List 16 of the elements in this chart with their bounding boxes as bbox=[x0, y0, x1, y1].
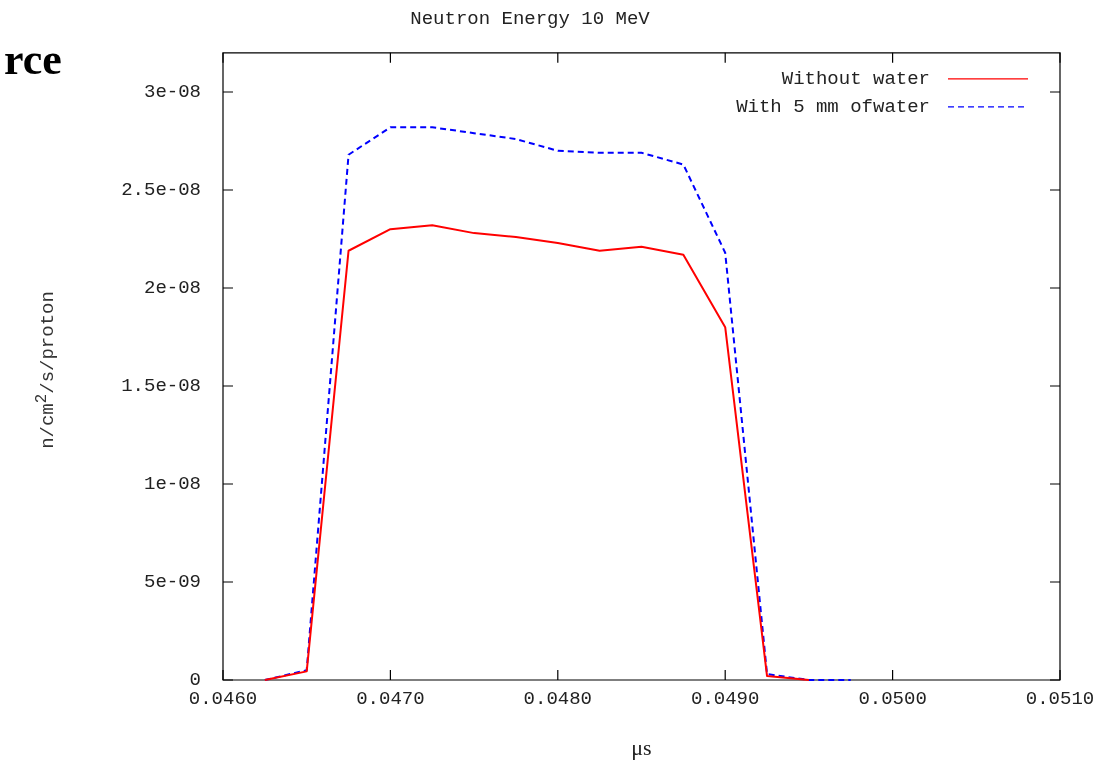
y-tick-label: 2.5e-08 bbox=[121, 179, 201, 202]
y-tick-label: 1e-08 bbox=[143, 473, 201, 496]
y-tick-label: 1.5e-08 bbox=[121, 375, 201, 398]
x-tick-label: 0.0510 bbox=[1025, 688, 1095, 711]
x-tick-label: 0.0480 bbox=[523, 688, 593, 711]
legend-label: Without water bbox=[781, 67, 930, 90]
y-tick-label: 2e-08 bbox=[143, 277, 201, 300]
x-tick-label: 0.0490 bbox=[690, 688, 760, 711]
chart-title: Neutron Energy 10 MeV bbox=[410, 8, 651, 31]
x-tick-label: 0.0500 bbox=[858, 688, 927, 711]
y-tick-label: 3e-08 bbox=[143, 81, 201, 104]
text: rce bbox=[4, 34, 62, 85]
legend-label: With 5 mm ofwater bbox=[736, 95, 930, 118]
x-tick-label: 0.0470 bbox=[356, 688, 425, 711]
y-tick-label: 5e-09 bbox=[143, 571, 201, 594]
x-axis-title: μs bbox=[631, 734, 652, 760]
